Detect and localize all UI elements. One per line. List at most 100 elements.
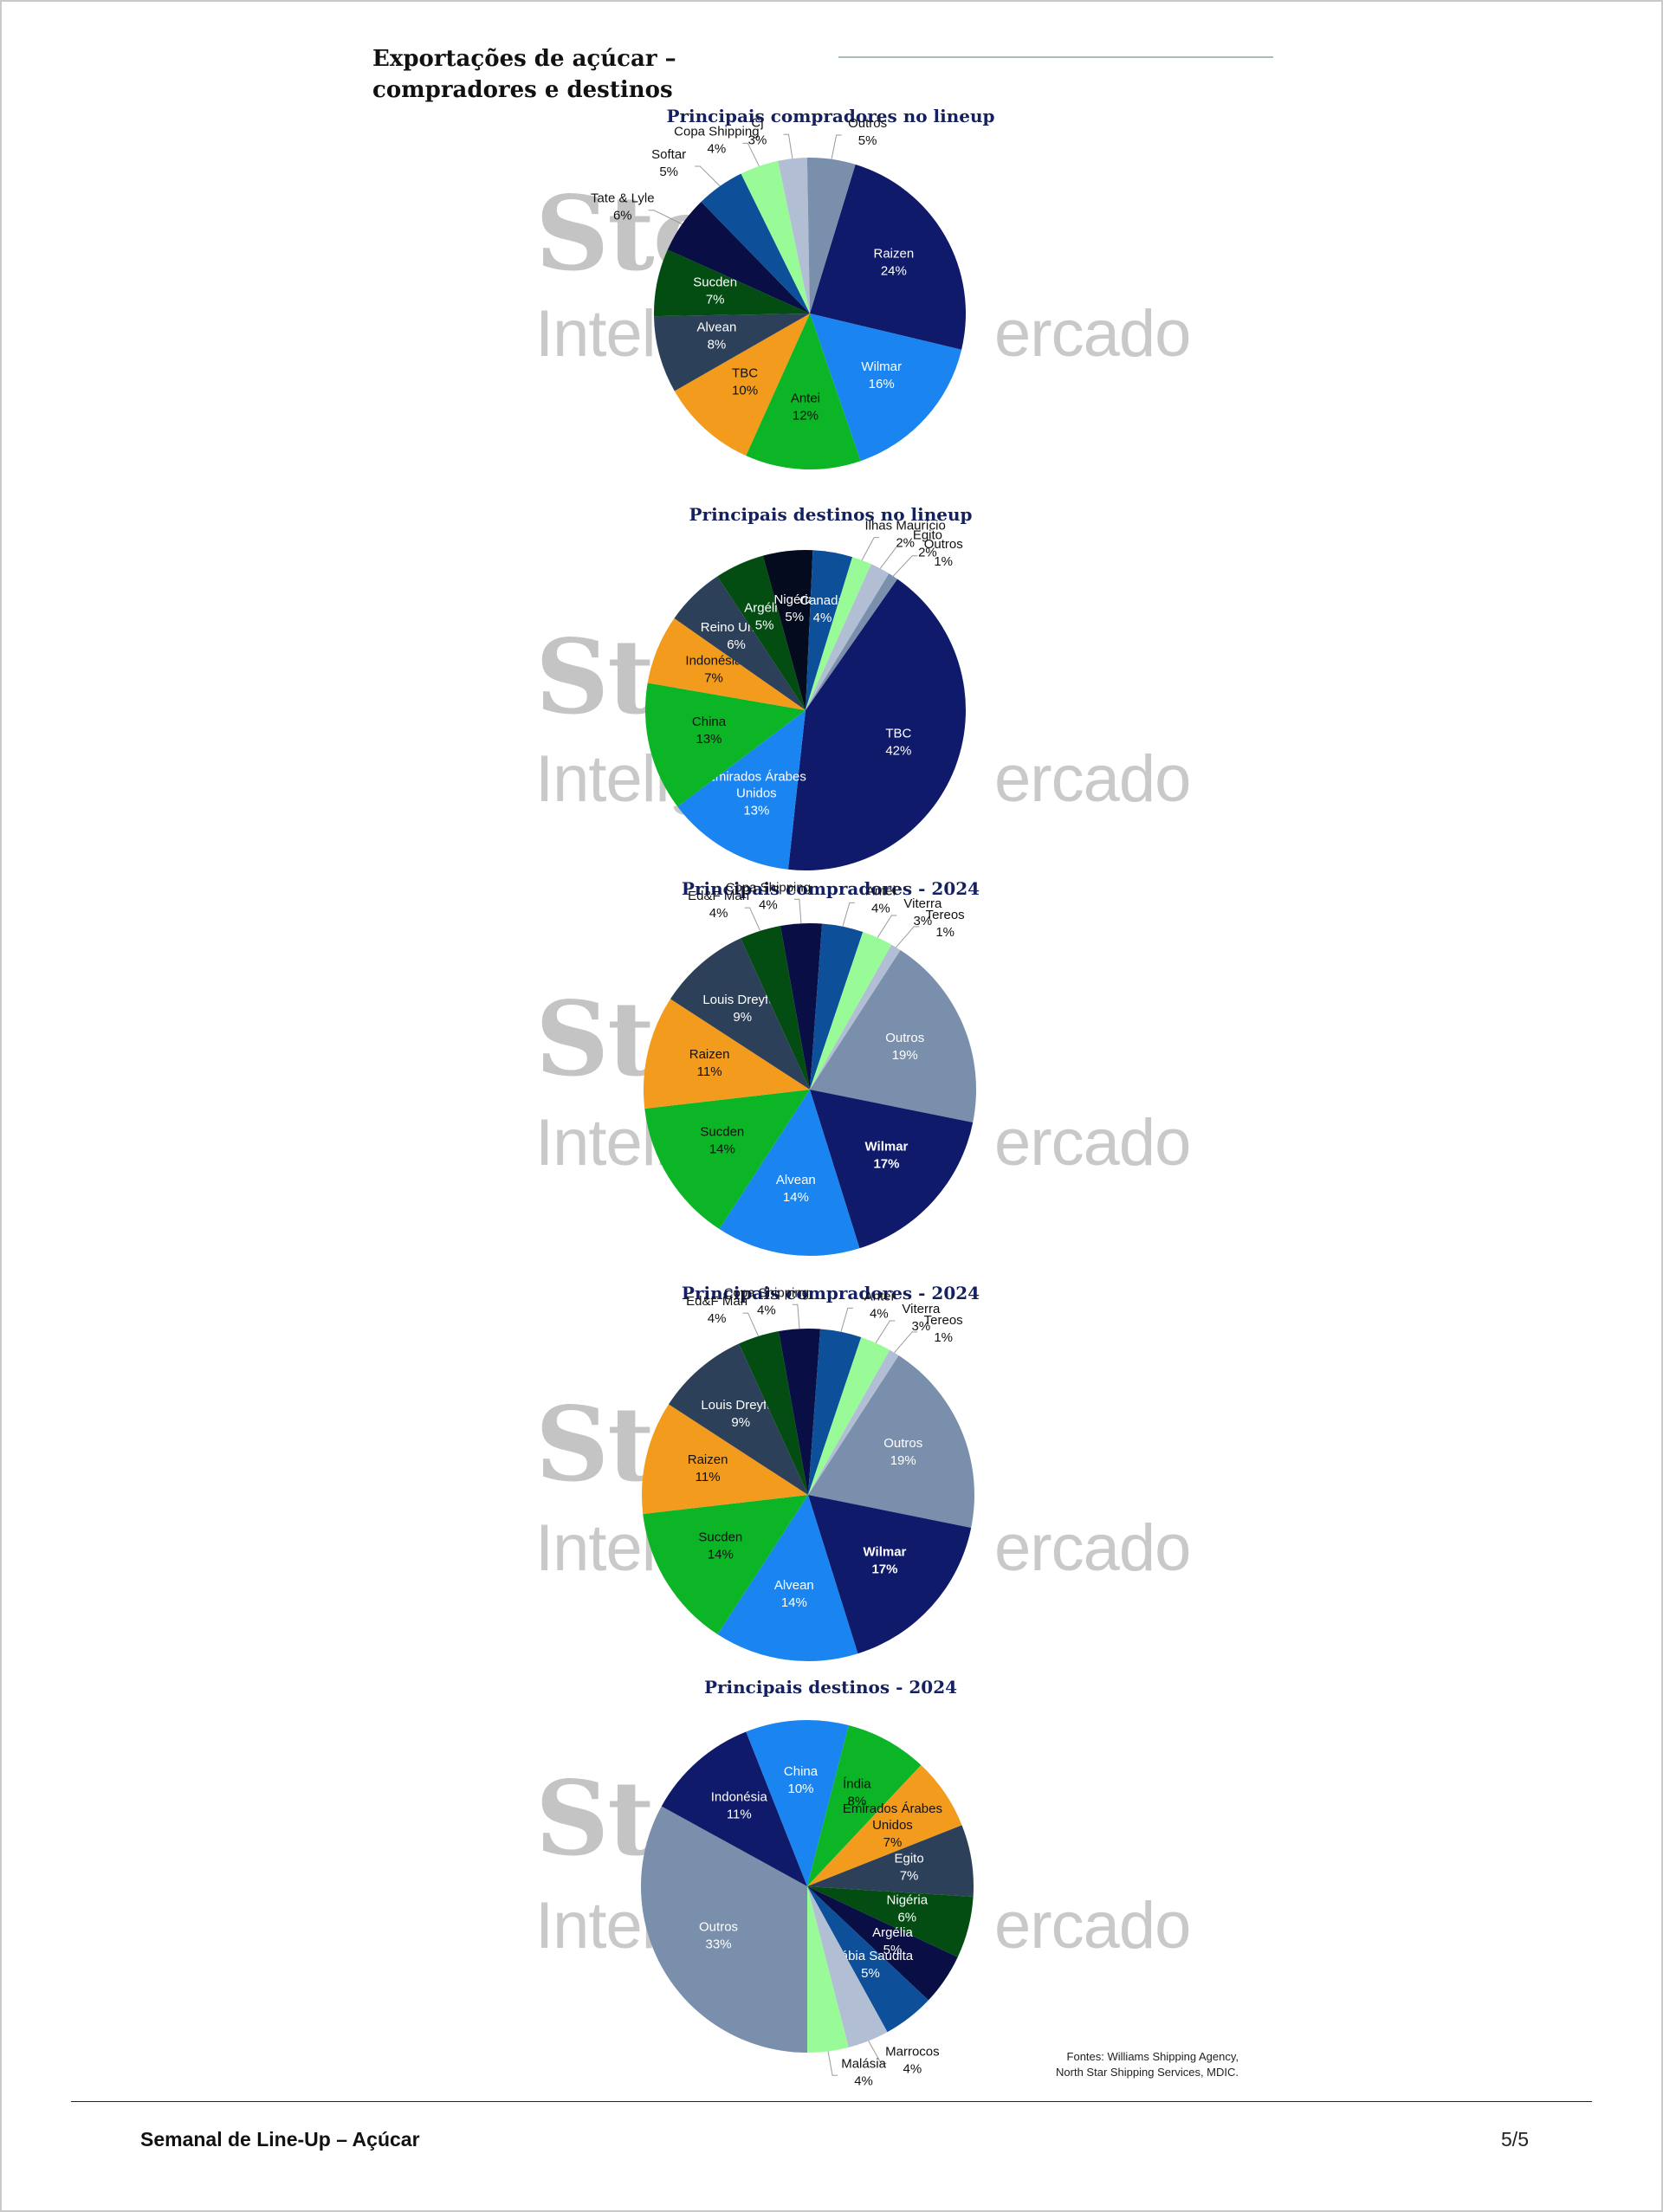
slice-label: Raizen 11% (688, 1452, 728, 1484)
slice-label: Antei 4% (864, 1289, 894, 1321)
pie-slice (741, 926, 810, 1090)
slice-label: Argélia 5% (744, 601, 785, 633)
watermark-text-right: ercado (994, 1511, 1191, 1585)
slice-label: Ed&F Man 4% (686, 1294, 747, 1326)
slice-label: China 13% (692, 715, 727, 747)
leader-line (831, 134, 842, 159)
pie-slice (653, 249, 810, 317)
slice-label: Egito 7% (894, 1851, 923, 1883)
slice-label: Sucden 14% (698, 1530, 742, 1562)
pie-slice (806, 564, 890, 710)
pie-slice (661, 1731, 807, 1886)
slice-label: Egito 2% (913, 528, 942, 560)
footer-title: Semanal de Line-Up – Açúcar (140, 2128, 420, 2151)
leader-line (695, 165, 721, 187)
slice-label: Viterra 3% (902, 1302, 941, 1334)
pie-slice (644, 1090, 810, 1230)
slice-label: Wilmar 17% (864, 1545, 907, 1577)
leader-line (896, 926, 920, 948)
slice-label: Tereos 1% (924, 1313, 963, 1345)
pie-slice (746, 1720, 849, 1886)
slice-label: Outros 5% (848, 116, 887, 148)
slice-label: Outros 1% (924, 537, 963, 569)
leader-line (868, 2041, 887, 2065)
slice-label: Louis Dreyfus 9% (702, 993, 782, 1025)
pie-chart-buyers-2024: Outros 19% Wilmar 17% Alvean 14% Sucden 14% Raiz… (644, 880, 977, 1256)
pie-slice (647, 618, 806, 710)
pie-slice (739, 1331, 808, 1495)
slice-label: Outros 33% (699, 1920, 738, 1952)
pie-slice (810, 1090, 974, 1249)
slice-label: Raizen 24% (873, 247, 914, 279)
pie-slice (808, 1495, 972, 1654)
pie-slice (807, 1765, 962, 1886)
footer-divider (71, 2101, 1592, 2102)
slice-label: Nigéria 6% (887, 1893, 929, 1925)
pie-slice (677, 710, 806, 870)
leader-line (877, 915, 897, 938)
leader-line (742, 1312, 760, 1336)
pie-slice (806, 557, 871, 710)
slice-label: Alvean 14% (774, 1578, 814, 1610)
pie-slice (641, 1806, 807, 2053)
slice-label: Nigéria 5% (773, 592, 815, 624)
pie-slice (667, 201, 810, 314)
pie-slice (780, 923, 823, 1090)
sources-line-2: North Star Shipping Services, MDIC. (1056, 2066, 1239, 2079)
chart-4-title: Principais compradores - 2024 (681, 1283, 980, 1303)
pie-slice (806, 573, 898, 710)
pie-chart-buyers-2024-repeat: Outros 19% Wilmar 17% Alvean 14% Sucden 14% Raiz… (642, 1285, 974, 1662)
leader-line (744, 907, 761, 931)
slice-label: China 10% (784, 1764, 819, 1796)
pie-slice (808, 1355, 974, 1528)
leader-line (861, 537, 880, 561)
pie-slice (807, 1825, 974, 1898)
slice-label: Arábia Saudita 5% (828, 1949, 914, 1981)
pie-chart-destinations-2024: Outros 33% Indonésia 11% China 10% Índia 8%Emir… (641, 1720, 974, 2088)
slice-label: Cj 3% (748, 115, 767, 147)
slice-label: Malásia 4% (841, 2056, 886, 2088)
pie-slice (807, 1886, 958, 2001)
slice-label: Marrocos 4% (885, 2045, 940, 2077)
sources-line-1: Fontes: Williams Shipping Agency, (1066, 2050, 1239, 2063)
leader-line (793, 898, 802, 924)
pie-slice (670, 938, 810, 1090)
pie-slice (810, 932, 892, 1090)
slice-label: Tereos 1% (926, 908, 965, 940)
slice-label: Índia 8% (843, 1777, 871, 1809)
leader-line (842, 902, 855, 927)
pie-slice (810, 164, 966, 350)
watermark-text-right: ercado (994, 742, 1191, 816)
pie-slice (810, 944, 901, 1090)
pie-slice (644, 999, 810, 1109)
pie-slice (778, 158, 810, 314)
slice-label: Sucden 7% (693, 275, 737, 307)
chart-3-title: Principais compradores - 2024 (681, 878, 980, 899)
sources-note: Fontes: Williams Shipping Agency, North … (953, 2049, 1239, 2080)
slice-label: Viterra 3% (903, 896, 942, 928)
pie-slice (762, 550, 813, 710)
pie-slice (717, 555, 806, 710)
slice-label: Softar 5% (651, 147, 686, 179)
leader-line (879, 547, 902, 569)
chart-2-title: Principais destinos no lineup (689, 504, 973, 525)
pie-chart-buyers-lineup: Raizen 24% Wilmar 16% Antei 12% TBC 10% Alvean 8%… (591, 115, 966, 469)
pie-slice (810, 949, 977, 1122)
pie-slice (654, 314, 810, 391)
leader-line (840, 1307, 853, 1332)
slice-label: Antei 12% (791, 391, 820, 423)
slice-label: Copa Shipping 4% (726, 880, 811, 912)
slice-label: Ed&F Man 4% (688, 889, 749, 921)
slice-label: Indonésia 7% (685, 653, 742, 685)
pie-slice (810, 314, 962, 462)
pie-slice (643, 1495, 808, 1635)
pie-slice (808, 1349, 899, 1495)
watermark-text-right: ercado (994, 1106, 1191, 1180)
page-title: Exportações de açúcar – compradores e de… (372, 46, 676, 103)
slice-label: Argélia 5% (872, 1925, 913, 1957)
slice-label: Outros 19% (883, 1436, 922, 1468)
pie-slice (807, 1886, 929, 2033)
slice-label: Wilmar 17% (865, 1140, 909, 1172)
leader-line (742, 142, 760, 167)
slice-label: Tate & Lyle 6% (591, 191, 655, 223)
